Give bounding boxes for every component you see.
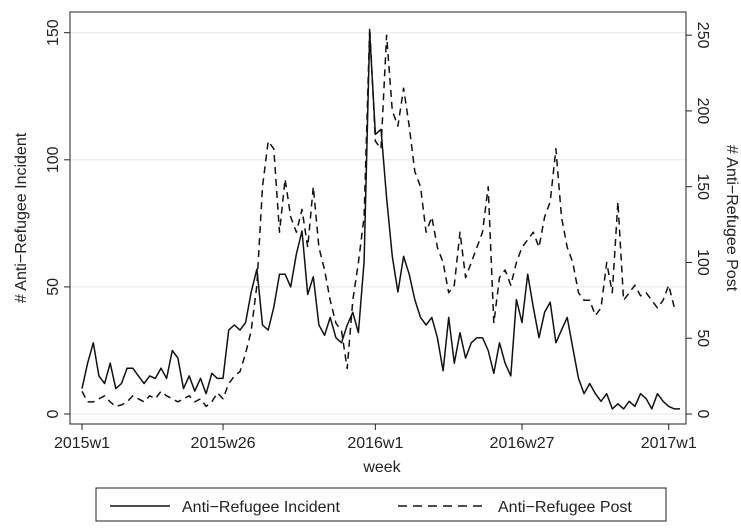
x-tick-label-1: 2015w26 — [191, 435, 256, 452]
x-tick-label-0: 2015w1 — [54, 435, 110, 452]
series-group — [81, 26, 680, 410]
y-left-tick-label-2: 100 — [45, 146, 62, 173]
x-tick-label-4: 2017w1 — [641, 435, 697, 452]
y-left-tick-label-0: 0 — [45, 409, 62, 418]
x-axis-title: week — [362, 459, 401, 476]
legend: Anti−Refugee Incident Anti−Refugee Post — [95, 487, 667, 522]
legend-label-post: Anti−Refugee Post — [498, 499, 632, 516]
y-left-tick-label-1: 50 — [45, 278, 62, 296]
x-tick-label-3: 2016w27 — [490, 435, 555, 452]
series-line-post — [81, 26, 676, 408]
legend-box — [95, 487, 667, 522]
x-tick-label-2: 2016w1 — [347, 435, 403, 452]
series-line-incident — [81, 31, 680, 410]
plot-frame — [69, 11, 687, 425]
y-right-tick-label-2: 100 — [694, 249, 711, 276]
grid — [70, 32, 686, 415]
y-right-tick-label-0: 0 — [694, 410, 711, 419]
y-left-axis-title: # Anti−Refugee Incident — [13, 132, 30, 303]
y-left-tick-label-3: 150 — [45, 19, 62, 46]
y-right-tick-label-5: 250 — [694, 22, 711, 49]
legend-label-incident: Anti−Refugee Incident — [182, 499, 340, 516]
y-right-tick-label-4: 200 — [694, 98, 711, 125]
y-right-tick-label-1: 50 — [694, 329, 711, 347]
axes: 0 50 100 150 0 50 100 150 200 250 2015w1 2015w26 201… — [45, 19, 711, 452]
y-right-tick-label-3: 150 — [694, 173, 711, 200]
y-right-axis-title: # Anti−Refugee Post — [723, 145, 740, 292]
